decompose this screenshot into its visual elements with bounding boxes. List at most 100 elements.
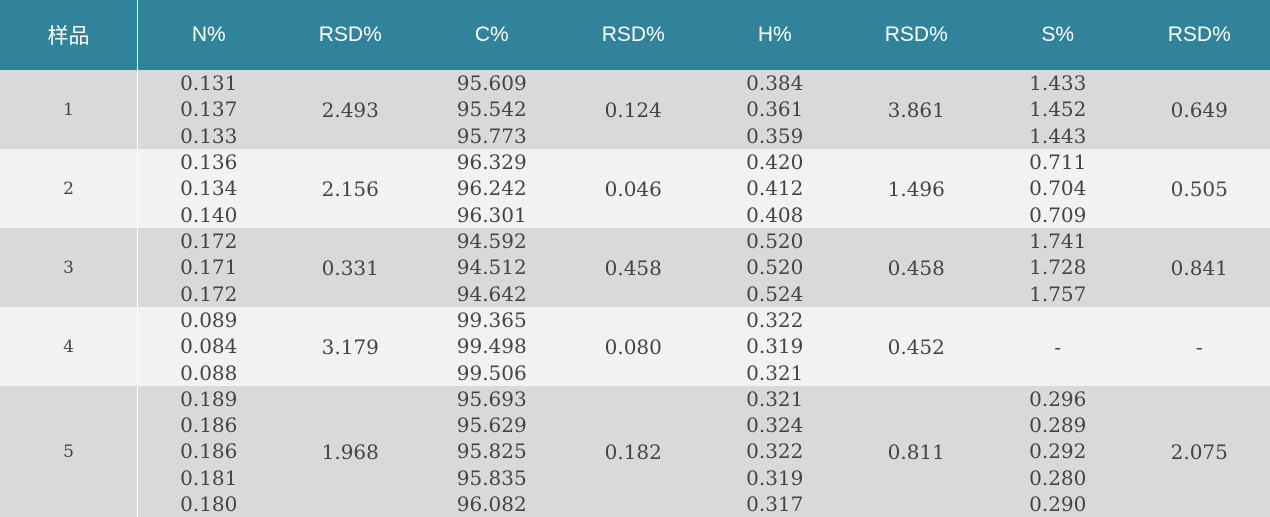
c-value: 95.609 — [456, 71, 527, 95]
h-value: 0.317 — [746, 491, 804, 516]
c-value: 95.825 — [456, 439, 527, 464]
n-value: 0.189 — [180, 387, 238, 411]
h-rsd: 1.496 — [887, 176, 945, 201]
s-values: 1.741 1.728 1.757 — [987, 228, 1129, 307]
s-value: - — [1054, 334, 1062, 359]
c-value: 96.329 — [456, 150, 527, 174]
n-values: 0.089 0.084 0.088 — [138, 307, 280, 386]
n-value: 0.137 — [180, 97, 238, 122]
c-value: 99.506 — [456, 360, 527, 385]
c-value: 95.693 — [456, 387, 527, 411]
table-row: 1 0.131 0.137 0.133 2.493 95.609 95.542 … — [0, 70, 1270, 149]
s-rsd: - — [1195, 334, 1203, 359]
s-value: 0.296 — [1029, 387, 1087, 411]
h-value: 0.324 — [746, 413, 804, 438]
c-value: 95.542 — [456, 97, 527, 122]
n-rsd: 0.331 — [321, 255, 379, 280]
s-value: 0.709 — [1029, 202, 1087, 227]
header-h: H% — [757, 23, 792, 46]
s-rsd: 2.075 — [1170, 439, 1228, 464]
s-values: 0.296 0.289 0.292 0.280 0.290 — [987, 386, 1129, 517]
h-value: 0.524 — [746, 281, 804, 306]
header-c: C% — [474, 23, 509, 46]
n-values: 0.136 0.134 0.140 — [138, 149, 280, 228]
s-value: 0.290 — [1029, 491, 1087, 516]
table-row: 2 0.136 0.134 0.140 2.156 96.329 96.242 … — [0, 149, 1270, 228]
h-values: 0.520 0.520 0.524 — [704, 228, 846, 307]
c-value: 94.642 — [456, 281, 527, 306]
c-value: 96.082 — [456, 491, 527, 516]
c-value: 99.498 — [456, 334, 527, 359]
header-s: S% — [1041, 23, 1075, 46]
n-value: 0.186 — [180, 413, 238, 438]
c-rsd: 0.080 — [604, 334, 662, 359]
n-value: 0.186 — [180, 439, 238, 464]
n-rsd: 1.968 — [321, 439, 379, 464]
n-value: 0.172 — [180, 229, 238, 253]
c-values: 95.693 95.629 95.825 95.835 96.082 — [421, 386, 563, 517]
sample-id: 2 — [0, 149, 138, 228]
c-value: 96.242 — [456, 176, 527, 201]
s-value: 0.711 — [1029, 150, 1087, 174]
h-value: 0.408 — [746, 202, 804, 227]
n-value: 0.089 — [180, 308, 238, 332]
header-h-rsd: RSD% — [884, 23, 948, 46]
table-row: 3 0.172 0.171 0.172 0.331 94.592 94.512 … — [0, 228, 1270, 307]
h-values: 0.321 0.324 0.322 0.319 0.317 — [704, 386, 846, 517]
h-value: 0.322 — [746, 439, 804, 464]
h-value: 0.412 — [746, 176, 804, 201]
s-value: 1.741 — [1029, 229, 1087, 253]
s-value: 1.757 — [1029, 281, 1087, 306]
h-value: 0.520 — [746, 229, 804, 253]
n-value: 0.131 — [180, 71, 238, 95]
h-value: 0.321 — [746, 360, 804, 385]
c-rsd: 0.458 — [604, 255, 662, 280]
c-rsd: 0.124 — [604, 97, 662, 122]
c-values: 99.365 99.498 99.506 — [421, 307, 563, 386]
n-value: 0.133 — [180, 123, 238, 148]
header-s-rsd: RSD% — [1167, 23, 1231, 46]
c-rsd: 0.182 — [604, 439, 662, 464]
s-rsd: 0.505 — [1170, 176, 1228, 201]
header-n: N% — [191, 23, 226, 46]
h-value: 0.319 — [746, 334, 804, 359]
n-value: 0.084 — [180, 334, 238, 359]
n-values: 0.189 0.186 0.186 0.181 0.180 — [138, 386, 280, 517]
h-values: 0.322 0.319 0.321 — [704, 307, 846, 386]
s-values: 0.711 0.704 0.709 — [987, 149, 1129, 228]
h-rsd: 3.861 — [887, 97, 945, 122]
n-value: 0.136 — [180, 150, 238, 174]
h-rsd: 0.811 — [887, 439, 945, 464]
s-values: 1.433 1.452 1.443 — [987, 70, 1129, 149]
table-row: 5 0.189 0.186 0.186 0.181 0.180 1.968 95… — [0, 386, 1270, 517]
s-rsd: 0.649 — [1170, 97, 1228, 122]
c-values: 95.609 95.542 95.773 — [421, 70, 563, 149]
c-value: 94.592 — [456, 229, 527, 253]
n-value: 0.171 — [180, 255, 238, 280]
c-value: 94.512 — [456, 255, 527, 280]
c-value: 95.835 — [456, 465, 527, 490]
h-values: 0.384 0.361 0.359 — [704, 70, 846, 149]
n-value: 0.140 — [180, 202, 238, 227]
n-value: 0.134 — [180, 176, 238, 201]
c-rsd: 0.046 — [604, 176, 662, 201]
table-header: 样品 N% RSD% C% RSD% H% RSD% S% RSD% — [0, 0, 1270, 70]
h-value: 0.359 — [746, 123, 804, 148]
h-value: 0.420 — [746, 150, 804, 174]
c-value: 95.773 — [456, 123, 527, 148]
n-values: 0.131 0.137 0.133 — [138, 70, 280, 149]
n-value: 0.181 — [180, 465, 238, 490]
sample-id: 4 — [0, 307, 138, 386]
h-value: 0.361 — [746, 97, 804, 122]
s-rsd: 0.841 — [1170, 255, 1228, 280]
n-value: 0.180 — [180, 491, 238, 516]
n-values: 0.172 0.171 0.172 — [138, 228, 280, 307]
c-value: 95.629 — [456, 413, 527, 438]
n-rsd: 2.493 — [321, 97, 379, 122]
s-value: 0.704 — [1029, 176, 1087, 201]
c-values: 94.592 94.512 94.642 — [421, 228, 563, 307]
c-values: 96.329 96.242 96.301 — [421, 149, 563, 228]
s-value: 1.728 — [1029, 255, 1087, 280]
h-value: 0.322 — [746, 308, 804, 332]
s-value: 0.280 — [1029, 465, 1087, 490]
